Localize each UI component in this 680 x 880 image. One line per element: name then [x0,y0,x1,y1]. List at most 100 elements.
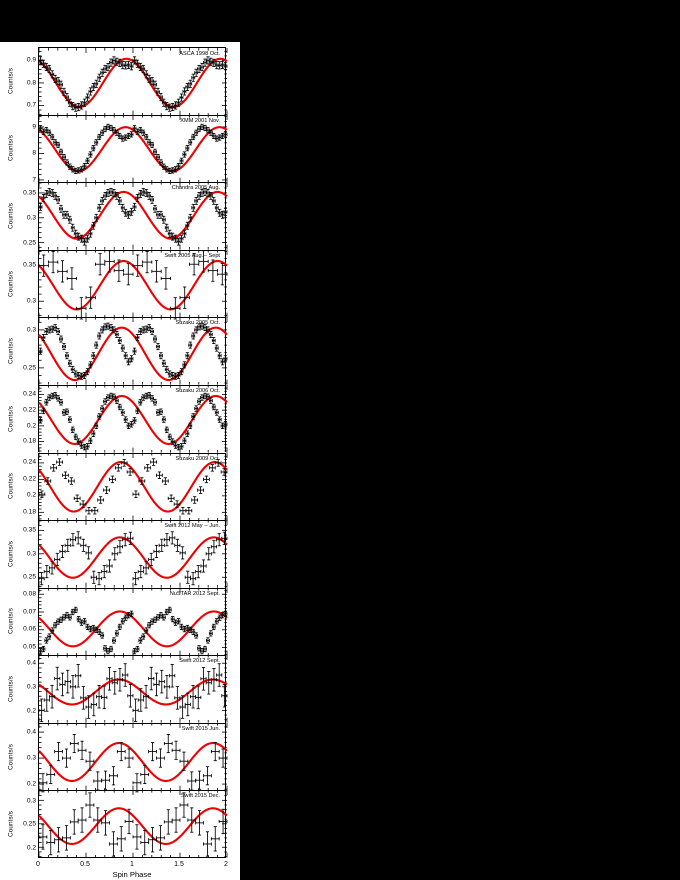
y-tick-label: 0.08 [23,590,36,598]
panel-graphics [38,452,228,521]
x-axis: 0 0.5 1 1.5 2 Spin Phase [0,858,240,880]
y-axis-label: Counts/s [7,405,15,432]
sinusoidal-fit-curve [38,394,228,445]
data-points-group [38,250,228,320]
y-tick-label: 0.05 [23,643,36,651]
sinusoidal-fit-curve [38,741,228,782]
sinusoidal-fit-curve [38,125,228,172]
y-tick-label: 0.25 [23,364,36,372]
y-tick-label: 0.24 [23,458,36,466]
plot-area: XMM 2001 Nov. 7 8 9 [32,114,228,183]
panel-graphics [38,587,228,656]
y-tick-label: 0.25 [23,573,36,581]
panel-title: Swift 2015 Jun. [181,725,220,732]
plot-area: Swift 2015 Dec. 0.2 0.25 0.3 [23,790,228,858]
y-tick-label: 0.3 [26,214,36,222]
light-curve-panel: Counts/s ASCA 1998 Oct. 0.7 0.8 0.9 [0,47,240,116]
panel-separator [38,182,226,184]
y-axis-label: Counts/s [7,338,15,365]
panel-title: XMM 2001 Nov. [180,117,220,124]
data-points-group [38,391,228,451]
panel-title: ASCA 1998 Oct. [179,51,220,57]
panel-title: Suzaku 2005 Oct. [175,320,220,327]
y-tick-label: 0.24 [23,390,36,398]
y-axis-label: Counts/s [7,202,15,229]
panel-separator [38,520,226,522]
plot-area: Suzaku 2006 Oct. 0.18 0.2 0.22 0.24 [23,384,228,453]
y-tick-label: 0.18 [23,437,36,445]
panel-separator [38,655,226,657]
sinusoidal-fit-curve [38,678,228,706]
y-axis-label: Counts/s [7,676,15,703]
light-curve-panel: Counts/s XMM 2001 Nov. 7 8 9 [0,114,240,183]
panel-graphics [38,384,228,453]
panel-graphics [38,114,228,183]
panel-title: Chandra 2005 Aug. [171,185,220,192]
y-tick-label: 0.35 [23,261,36,269]
y-axis-label: Counts/s [7,608,15,635]
panel-separator [38,587,226,589]
light-curve-panel: Counts/s Swift 2005 Aug.-- Sept 0.3 0.35 [0,249,240,320]
light-curve-figure: Counts/s ASCA 1998 Oct. 0.7 0.8 0.9 Counts/s X… [0,42,240,880]
y-axis-label: Counts/s [7,67,15,94]
y-axis-label: Counts/s [7,135,15,162]
data-points-group [38,457,228,514]
plot-area: ASCA 1998 Oct. 0.7 0.8 0.9 [27,47,228,116]
y-axis-label: Counts/s [7,540,15,567]
x-tick-label: 2 [224,861,228,868]
plot-area: Swift 2012 Sept. 0.2 0.3 0.4 [27,655,228,723]
plot-area: Swift 2012 May -- Jun. 0.25 0.3 0.35 [23,520,228,588]
panel-title: Swift 2012 Sept. [179,658,220,665]
light-curve-panel: Counts/s Swift 2015 Dec. 0.2 0.25 0.3 [0,790,240,858]
y-tick-label: 9 [32,123,36,130]
y-tick-label: 0.25 [23,239,36,247]
y-tick-label: 0.35 [23,189,36,197]
x-tick-label: 1.5 [174,861,184,868]
y-tick-label: 0.35 [23,526,36,534]
y-tick-label: 0.4 [26,659,36,667]
sinusoidal-fit-curve [38,326,228,382]
y-axis-label: Counts/s [7,270,15,297]
panel-separator [38,790,226,792]
plot-area: Suzaku 2005 Oct. 0.25 0.3 [23,317,228,385]
y-tick-label: 0.3 [26,297,36,305]
plot-area: NuSTAR 2012 Sept. 0.05 0.06 0.07 0.08 [23,587,228,656]
light-curve-panel: Counts/s Swift 2012 Sept. 0.2 0.3 0.4 [0,655,240,723]
y-tick-label: 0.22 [23,475,36,483]
data-points-group [38,733,228,793]
x-tick-label: 1 [130,861,134,868]
panel-separator [38,114,226,116]
data-points-group [38,792,228,858]
plot-area: Suzaku 2009 Oct. 0.18 0.2 0.22 0.24 [23,452,228,521]
data-points-group [38,123,228,174]
plot-area: Swift 2015 Jun. 0.2 0.3 0.4 [27,722,228,793]
y-tick-label: 0.9 [26,56,36,64]
light-curve-panel: Counts/s Suzaku 2005 Oct. 0.25 0.3 [0,317,240,385]
y-tick-label: 0.25 [23,820,36,828]
panel-separator [38,722,226,724]
light-curve-panel: Counts/s Chandra 2005 Aug. 0.25 0.3 0.35 [0,182,240,250]
y-tick-label: 0.2 [26,422,36,430]
x-tick-label: 0 [36,861,40,868]
y-tick-label: 0.2 [26,780,36,788]
y-tick-label: 0.06 [23,625,36,633]
panel-title: Swift 2012 May -- Jun. [164,523,220,530]
y-tick-label: 0.7 [26,101,36,109]
y-axis-label: Counts/s [7,473,15,500]
y-tick-label: 0.3 [26,754,36,762]
x-axis-title: Spin Phase [112,870,152,879]
panel-graphics [38,520,228,588]
y-axis-label: Counts/s [7,811,15,838]
y-tick-label: 0.2 [26,707,36,715]
y-tick-label: 7 [32,176,36,183]
sinusoidal-fit-curve [38,259,228,311]
data-points-group [38,531,228,586]
sinusoidal-fit-curve [38,536,228,579]
y-tick-label: 0.2 [26,844,36,852]
light-curve-panel: Counts/s Swift 2012 May -- Jun. 0.25 0.3 0.3… [0,520,240,588]
light-curve-panel: Counts/s NuSTAR 2012 Sept. 0.05 0.06 0.07 0.0… [0,587,240,656]
y-tick-label: 0.07 [23,608,36,616]
data-points-group [38,322,228,381]
y-tick-label: 8 [32,149,36,157]
